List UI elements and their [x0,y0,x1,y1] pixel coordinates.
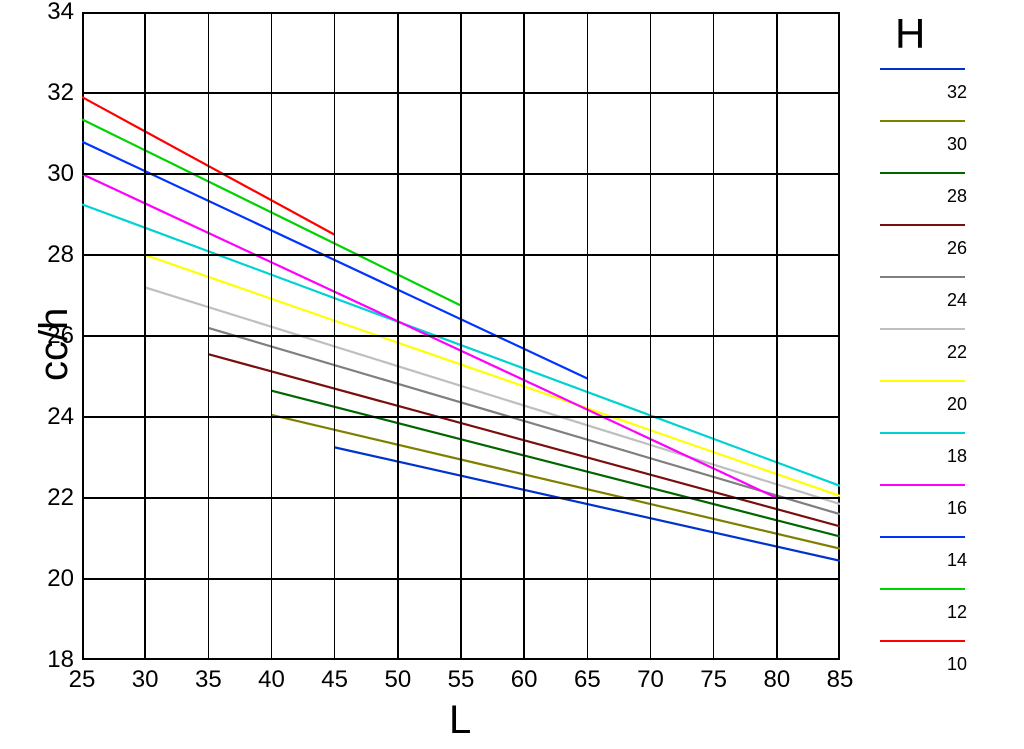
legend-label: 20 [937,394,967,415]
legend-swatch [880,380,965,382]
x-tick-label: 50 [378,666,418,694]
y-tick-label: 18 [47,646,74,674]
legend-swatch [880,588,965,590]
legend-swatch [880,224,965,226]
x-tick-label: 55 [441,666,481,694]
x-tick-label: 40 [252,666,292,694]
x-tick-label: 80 [757,666,797,694]
legend-swatch [880,328,965,330]
legend-label: 30 [937,134,967,155]
legend-label: 22 [937,342,967,363]
legend-title: H [895,10,925,58]
y-tick-label: 24 [47,403,74,431]
x-tick-label: 75 [694,666,734,694]
y-tick-label: 34 [47,0,74,26]
y-tick-label: 28 [47,241,74,269]
legend-label: 28 [937,186,967,207]
legend-label: 26 [937,238,967,259]
grid-line-horizontal [82,497,840,499]
y-tick-label: 32 [47,79,74,107]
legend-label: 18 [937,446,967,467]
legend-label: 14 [937,550,967,571]
legend-label: 12 [937,602,967,623]
legend-label: 32 [937,82,967,103]
x-axis-label: L [449,698,471,743]
chart-container: { "canvas": { "width": 1024, "height": 7… [0,0,1024,749]
y-tick-label: 22 [47,484,74,512]
legend-label: 10 [937,654,967,675]
grid-line-horizontal [82,578,840,580]
y-tick-label: 30 [47,160,74,188]
grid-line-horizontal [82,173,840,175]
legend-swatch [880,432,965,434]
legend-swatch [880,120,965,122]
grid-line-horizontal [82,335,840,337]
series-line-h28 [272,391,841,537]
x-tick-label: 65 [567,666,607,694]
legend-swatch [880,640,965,642]
series-line-h20 [145,255,840,496]
legend-swatch [880,484,965,486]
x-tick-label: 85 [820,666,860,694]
x-tick-label: 45 [315,666,355,694]
legend-swatch [880,68,965,70]
grid-line-horizontal [82,254,840,256]
legend-swatch [880,536,965,538]
legend-label: 24 [937,290,967,311]
grid-line-horizontal [82,416,840,418]
legend-swatch [880,172,965,174]
x-tick-label: 70 [631,666,671,694]
x-tick-label: 60 [504,666,544,694]
y-tick-label: 20 [47,565,74,593]
legend-swatch [880,276,965,278]
chart-lines-layer [0,0,1024,749]
series-line-h30 [272,415,841,549]
x-tick-label: 30 [125,666,165,694]
y-tick-label: 26 [47,322,74,350]
x-tick-label: 35 [188,666,228,694]
legend-label: 16 [937,498,967,519]
grid-line-horizontal [82,92,840,94]
series-line-h22 [145,287,840,504]
